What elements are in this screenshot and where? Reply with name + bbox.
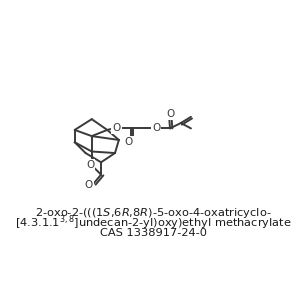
Text: O: O [152,123,160,134]
Text: O: O [112,123,121,134]
Text: [4.3.1.1$^{3,8}$]undecan-2-yl)oxy)ethyl methacrylate: [4.3.1.1$^{3,8}$]undecan-2-yl)oxy)ethyl … [16,214,292,232]
Text: O: O [125,137,133,147]
Text: CAS 1338917-24-0: CAS 1338917-24-0 [100,228,207,238]
Text: 2-oxo-2-(((1$\it{S}$,6$\it{R}$,8$\it{R}$)-5-oxo-4-oxatricyclo-: 2-oxo-2-(((1$\it{S}$,6$\it{R}$,8$\it{R}$… [35,206,272,220]
Text: O: O [167,109,175,119]
Text: O: O [86,160,94,170]
Text: O: O [85,180,93,190]
